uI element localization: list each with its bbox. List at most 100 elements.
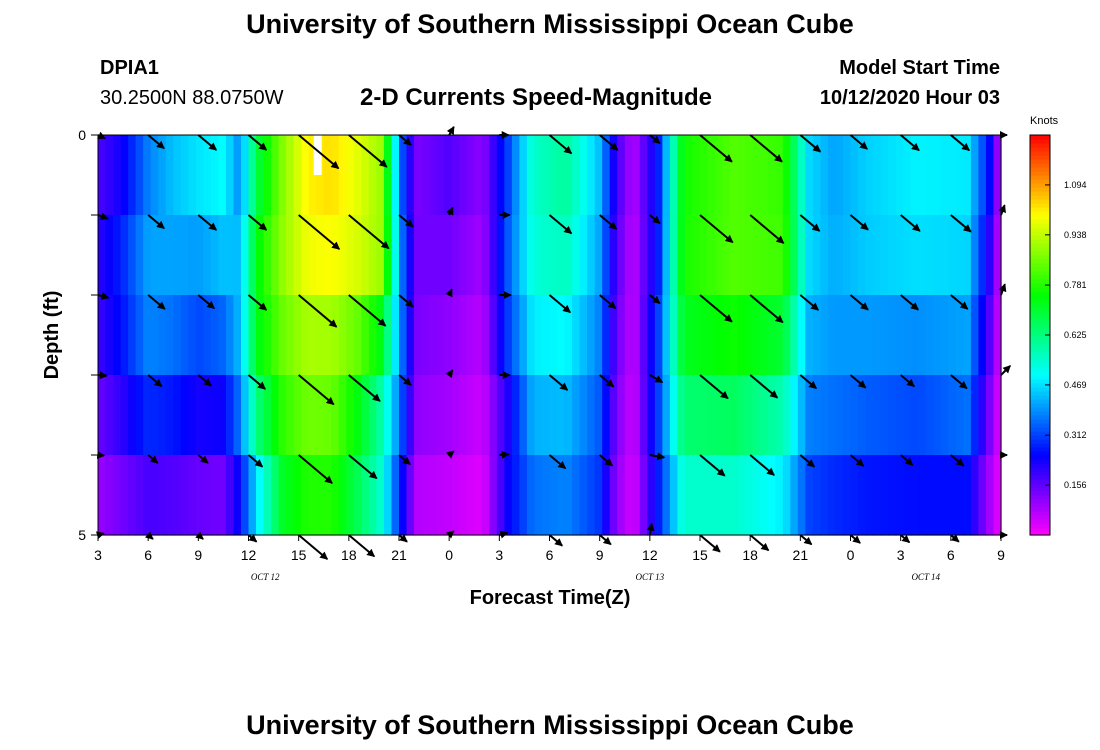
current-vector: [548, 454, 567, 470]
heat-cell: [549, 375, 558, 456]
heat-cell: [225, 375, 235, 456]
colorbar-segment: [1030, 299, 1050, 304]
heat-cell: [271, 295, 280, 376]
heat-cell: [790, 135, 799, 216]
heat-cell: [632, 455, 641, 536]
x-tick-label: 9: [194, 547, 202, 563]
heat-cell: [918, 455, 927, 536]
colorbar-segment: [1030, 179, 1050, 184]
heat-cell: [715, 135, 724, 216]
heat-cell: [436, 455, 445, 536]
y-axis: 05: [78, 127, 98, 543]
heat-cell: [970, 215, 980, 296]
heat-cell: [782, 295, 791, 376]
heat-cell: [346, 375, 355, 456]
colorbar-segment: [1030, 475, 1050, 480]
colorbar-segment: [1030, 467, 1050, 472]
heat-cell: [383, 135, 393, 216]
heat-cell: [572, 455, 581, 536]
heat-cell: [955, 455, 964, 536]
current-vector: [649, 134, 661, 145]
heat-cell: [933, 135, 942, 216]
colorbar-segment: [1030, 411, 1050, 416]
heat-cell: [233, 375, 242, 456]
colorbar-segment: [1030, 223, 1050, 228]
heat-cell: [263, 375, 272, 456]
current-vector: [599, 534, 612, 546]
colorbar-segment: [1030, 159, 1050, 164]
colorbar-segment: [1030, 183, 1050, 188]
heat-cell: [707, 375, 716, 456]
heat-cell: [873, 215, 882, 296]
heat-cell: [203, 455, 212, 536]
heat-cell: [526, 375, 536, 456]
heat-cell: [391, 215, 400, 296]
heat-cell: [474, 135, 483, 216]
heat-cell: [316, 135, 325, 216]
heat-cell: [602, 375, 611, 456]
heat-cell: [797, 135, 806, 216]
heat-cell: [376, 295, 385, 376]
colorbar-tick-label: 0.781: [1064, 280, 1087, 290]
heat-cell: [993, 375, 1002, 456]
heat-cell: [557, 135, 566, 216]
heat-cell: [850, 455, 859, 536]
heat-cell: [579, 135, 588, 216]
colorbar-segment: [1030, 291, 1050, 296]
heat-cell: [248, 455, 257, 536]
heat-cell: [752, 135, 761, 216]
heat-cell: [316, 455, 325, 536]
heat-cell: [256, 295, 265, 376]
colorbar-segment: [1030, 331, 1050, 336]
heat-cell: [903, 455, 912, 536]
heat-cell: [594, 375, 603, 456]
heat-cell: [361, 135, 370, 216]
heat-cell: [105, 215, 114, 296]
colorbar-segment: [1030, 323, 1050, 328]
heat-cell: [993, 455, 1002, 536]
colorbar-segment: [1030, 279, 1050, 284]
colorbar-segment: [1030, 263, 1050, 268]
heat-cell: [308, 135, 317, 216]
heat-cell: [564, 455, 573, 536]
heat-cell: [331, 135, 340, 216]
date-label: OCT 12: [251, 572, 280, 582]
heat-cell: [669, 295, 679, 376]
heat-cell: [903, 135, 912, 216]
heat-cell: [970, 455, 980, 536]
heat-cell: [286, 295, 295, 376]
heat-cell: [820, 215, 829, 296]
y-axis-label: Depth (ft): [41, 291, 63, 380]
current-vector: [247, 294, 268, 311]
heat-cell: [195, 135, 204, 216]
heat-cell: [925, 455, 934, 536]
heat-cell: [602, 215, 611, 296]
heat-cell: [797, 215, 806, 296]
heat-cell: [654, 215, 663, 296]
heat-cell: [842, 215, 852, 296]
heat-cell: [564, 295, 573, 376]
colorbar-segment: [1030, 315, 1050, 320]
heat-cell: [812, 135, 822, 216]
heat-cell: [933, 215, 942, 296]
heat-cell: [113, 375, 122, 456]
heat-cell: [767, 375, 776, 456]
heat-cell: [143, 215, 152, 296]
heat-cell: [451, 215, 460, 296]
heat-cell: [737, 135, 746, 216]
heat-cell: [203, 295, 212, 376]
heat-cell: [639, 375, 648, 456]
current-vector: [900, 294, 919, 311]
current-vector: [950, 294, 969, 310]
model-start-label: Model Start Time: [839, 57, 1000, 79]
heat-cell: [135, 215, 144, 296]
heat-cell: [173, 375, 182, 456]
heat-cell: [150, 455, 159, 536]
colorbar-segment: [1030, 395, 1050, 400]
current-vector: [799, 454, 816, 468]
heat-cell: [519, 215, 528, 296]
heat-cell: [985, 455, 995, 536]
heat-cell: [557, 375, 566, 456]
heat-cell: [549, 295, 558, 376]
heat-cell: [865, 135, 874, 216]
